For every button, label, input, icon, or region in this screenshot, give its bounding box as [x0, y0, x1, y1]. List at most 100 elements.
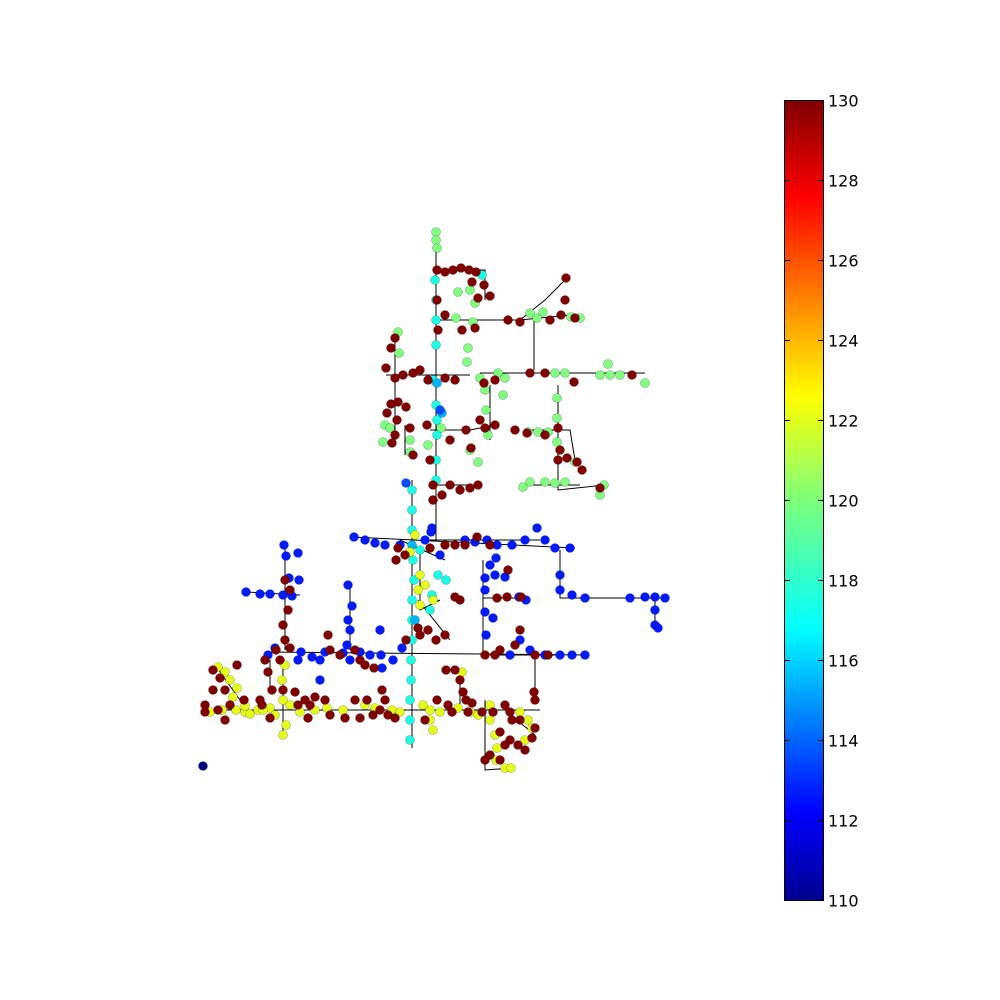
network-node	[425, 605, 435, 615]
network-node	[560, 477, 570, 487]
network-node	[220, 715, 230, 725]
network-node	[520, 745, 530, 755]
network-node	[540, 368, 550, 378]
network-node	[315, 655, 325, 665]
network-node	[461, 425, 471, 435]
network-node	[543, 650, 553, 660]
network-node	[580, 593, 590, 603]
colorbar-tick-label: 124	[828, 332, 859, 351]
network-node	[485, 560, 495, 570]
network-node	[426, 527, 436, 537]
network-node	[283, 605, 293, 615]
network-node	[285, 700, 295, 710]
network-node	[350, 695, 360, 705]
network-node	[415, 600, 425, 610]
network-node	[552, 393, 562, 403]
network-node	[455, 675, 465, 685]
network-node	[577, 465, 587, 475]
network-node	[413, 585, 423, 595]
network-node	[445, 480, 455, 490]
network-node	[213, 705, 223, 715]
network-node	[560, 368, 570, 378]
network-node	[465, 483, 475, 493]
network-node	[278, 730, 288, 740]
network-node	[280, 575, 290, 585]
network-node	[397, 643, 407, 653]
network-node	[530, 650, 540, 660]
network-node	[220, 685, 230, 695]
network-node	[408, 450, 418, 460]
network-node	[370, 538, 380, 548]
network-node	[467, 277, 477, 287]
network-node	[492, 743, 502, 753]
network-node	[480, 423, 490, 433]
network-node	[532, 523, 542, 533]
network-node	[625, 593, 635, 603]
network-node	[423, 440, 433, 450]
network-node	[293, 655, 303, 665]
network-node	[410, 530, 420, 540]
network-node	[510, 640, 520, 650]
network-node	[458, 687, 468, 697]
network-node	[436, 423, 446, 433]
network-node	[215, 673, 225, 683]
network-node	[401, 478, 411, 488]
network-node	[208, 665, 218, 675]
network-node	[378, 437, 388, 447]
network-node	[405, 715, 415, 725]
network-node	[440, 310, 450, 320]
network-node	[515, 707, 525, 717]
network-node	[267, 685, 277, 695]
network-node	[650, 592, 660, 602]
network-node	[650, 605, 660, 615]
network-node	[555, 445, 565, 455]
network-node	[507, 715, 517, 725]
network-node	[293, 548, 303, 558]
network-node	[569, 377, 579, 387]
network-node	[562, 453, 572, 463]
network-node	[467, 698, 477, 708]
network-node	[208, 685, 218, 695]
network-node	[518, 482, 528, 492]
network-node	[473, 480, 483, 490]
network-node	[271, 645, 281, 655]
network-node	[432, 243, 442, 253]
network-node	[505, 650, 515, 660]
network-node	[456, 263, 466, 273]
network-node	[477, 707, 487, 717]
network-node	[550, 478, 560, 488]
network-node	[488, 613, 498, 623]
colorbar: 130 128 126 124 122 120 118 116 114 112 110	[784, 92, 884, 920]
network-node	[255, 589, 265, 599]
network-node	[342, 640, 352, 650]
network-node	[281, 551, 291, 561]
network-node	[491, 553, 501, 563]
network-node	[406, 675, 416, 685]
network-node	[294, 575, 304, 585]
network-node	[265, 713, 275, 723]
network-node	[440, 540, 450, 550]
network-node	[303, 713, 313, 723]
network-node	[325, 710, 335, 720]
network-node	[441, 575, 451, 585]
network-node	[228, 692, 238, 702]
network-node	[437, 490, 447, 500]
network-node	[260, 655, 270, 665]
network-node	[475, 415, 485, 425]
network-node	[345, 625, 355, 635]
network-node	[480, 573, 490, 583]
network-node	[420, 715, 430, 725]
network-node	[285, 585, 295, 595]
network-node	[553, 455, 563, 465]
colorbar-tick-label: 118	[828, 572, 859, 591]
network-node	[605, 370, 615, 380]
colorbar-tick-label: 130	[828, 92, 859, 111]
network-node	[525, 308, 535, 318]
network-node	[450, 375, 460, 385]
network-node	[420, 580, 430, 590]
network-node	[307, 652, 317, 662]
network-node	[480, 755, 490, 765]
network-node	[405, 435, 415, 445]
network-node	[347, 601, 357, 611]
network-node	[345, 655, 355, 665]
